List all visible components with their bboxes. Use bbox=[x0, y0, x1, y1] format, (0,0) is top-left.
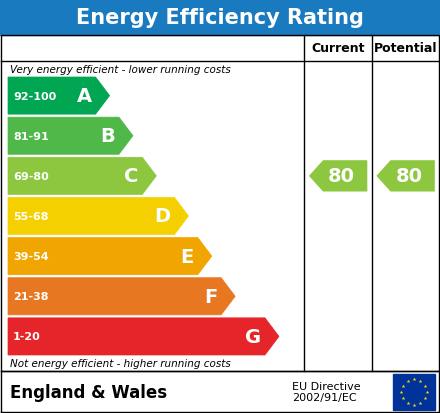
Polygon shape bbox=[375, 160, 436, 193]
Text: G: G bbox=[245, 327, 261, 346]
Text: F: F bbox=[204, 287, 217, 306]
Text: England & Wales: England & Wales bbox=[10, 383, 167, 401]
Text: EU Directive: EU Directive bbox=[292, 382, 361, 392]
Text: 69-80: 69-80 bbox=[13, 171, 49, 181]
Text: 55-68: 55-68 bbox=[13, 211, 48, 221]
Text: 39-54: 39-54 bbox=[13, 252, 49, 261]
Polygon shape bbox=[8, 158, 156, 195]
Text: 92-100: 92-100 bbox=[13, 91, 56, 101]
Bar bbox=[1, 36, 439, 371]
Text: C: C bbox=[124, 167, 138, 186]
Text: E: E bbox=[180, 247, 194, 266]
Text: Energy Efficiency Rating: Energy Efficiency Rating bbox=[76, 8, 364, 28]
Text: 2002/91/EC: 2002/91/EC bbox=[292, 392, 357, 403]
Bar bbox=[393, 374, 435, 410]
Text: 80: 80 bbox=[396, 167, 423, 186]
Bar bbox=[0, 371, 440, 413]
Text: Not energy efficient - higher running costs: Not energy efficient - higher running co… bbox=[10, 358, 231, 368]
Text: A: A bbox=[77, 87, 92, 106]
Polygon shape bbox=[8, 198, 188, 235]
Text: 1-20: 1-20 bbox=[13, 332, 41, 342]
Text: Very energy efficient - lower running costs: Very energy efficient - lower running co… bbox=[10, 65, 231, 75]
Text: D: D bbox=[154, 207, 170, 226]
Polygon shape bbox=[8, 278, 235, 315]
Polygon shape bbox=[308, 160, 368, 193]
Text: 21-38: 21-38 bbox=[13, 292, 48, 301]
Text: Current: Current bbox=[311, 43, 365, 55]
Text: B: B bbox=[100, 127, 115, 146]
Polygon shape bbox=[8, 318, 279, 355]
Polygon shape bbox=[8, 118, 133, 155]
Bar bbox=[0, 0, 440, 36]
Text: 81-91: 81-91 bbox=[13, 131, 49, 141]
Polygon shape bbox=[8, 238, 212, 275]
Polygon shape bbox=[8, 78, 110, 115]
Text: 80: 80 bbox=[328, 167, 355, 186]
Text: Potential: Potential bbox=[374, 43, 437, 55]
